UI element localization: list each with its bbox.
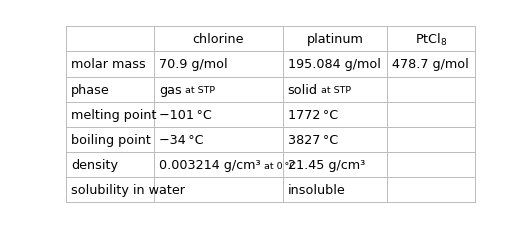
- Text: phase: phase: [71, 83, 110, 96]
- Text: 195.084 g/mol: 195.084 g/mol: [288, 58, 381, 71]
- Text: at STP: at STP: [321, 86, 351, 95]
- Text: 0.003214 g/cm³: 0.003214 g/cm³: [159, 158, 260, 171]
- Text: solubility in water: solubility in water: [71, 183, 185, 196]
- Text: −34 °C: −34 °C: [159, 133, 203, 146]
- Text: 21.45 g/cm³: 21.45 g/cm³: [288, 158, 365, 171]
- Text: PtCl$_8$: PtCl$_8$: [415, 32, 447, 48]
- Text: molar mass: molar mass: [71, 58, 146, 71]
- Text: chlorine: chlorine: [193, 33, 244, 46]
- Text: 70.9 g/mol: 70.9 g/mol: [159, 58, 228, 71]
- Text: solid: solid: [288, 83, 318, 96]
- Text: gas: gas: [159, 83, 182, 96]
- Text: at STP: at STP: [185, 86, 215, 95]
- Text: at 0 °C: at 0 °C: [264, 161, 296, 170]
- Text: density: density: [71, 158, 118, 171]
- Text: insoluble: insoluble: [288, 183, 345, 196]
- Text: melting point: melting point: [71, 108, 156, 121]
- Text: 478.7 g/mol: 478.7 g/mol: [392, 58, 469, 71]
- Text: boiling point: boiling point: [71, 133, 151, 146]
- Text: platinum: platinum: [307, 33, 363, 46]
- Text: −101 °C: −101 °C: [159, 108, 212, 121]
- Text: 3827 °C: 3827 °C: [288, 133, 338, 146]
- Text: 1772 °C: 1772 °C: [288, 108, 338, 121]
